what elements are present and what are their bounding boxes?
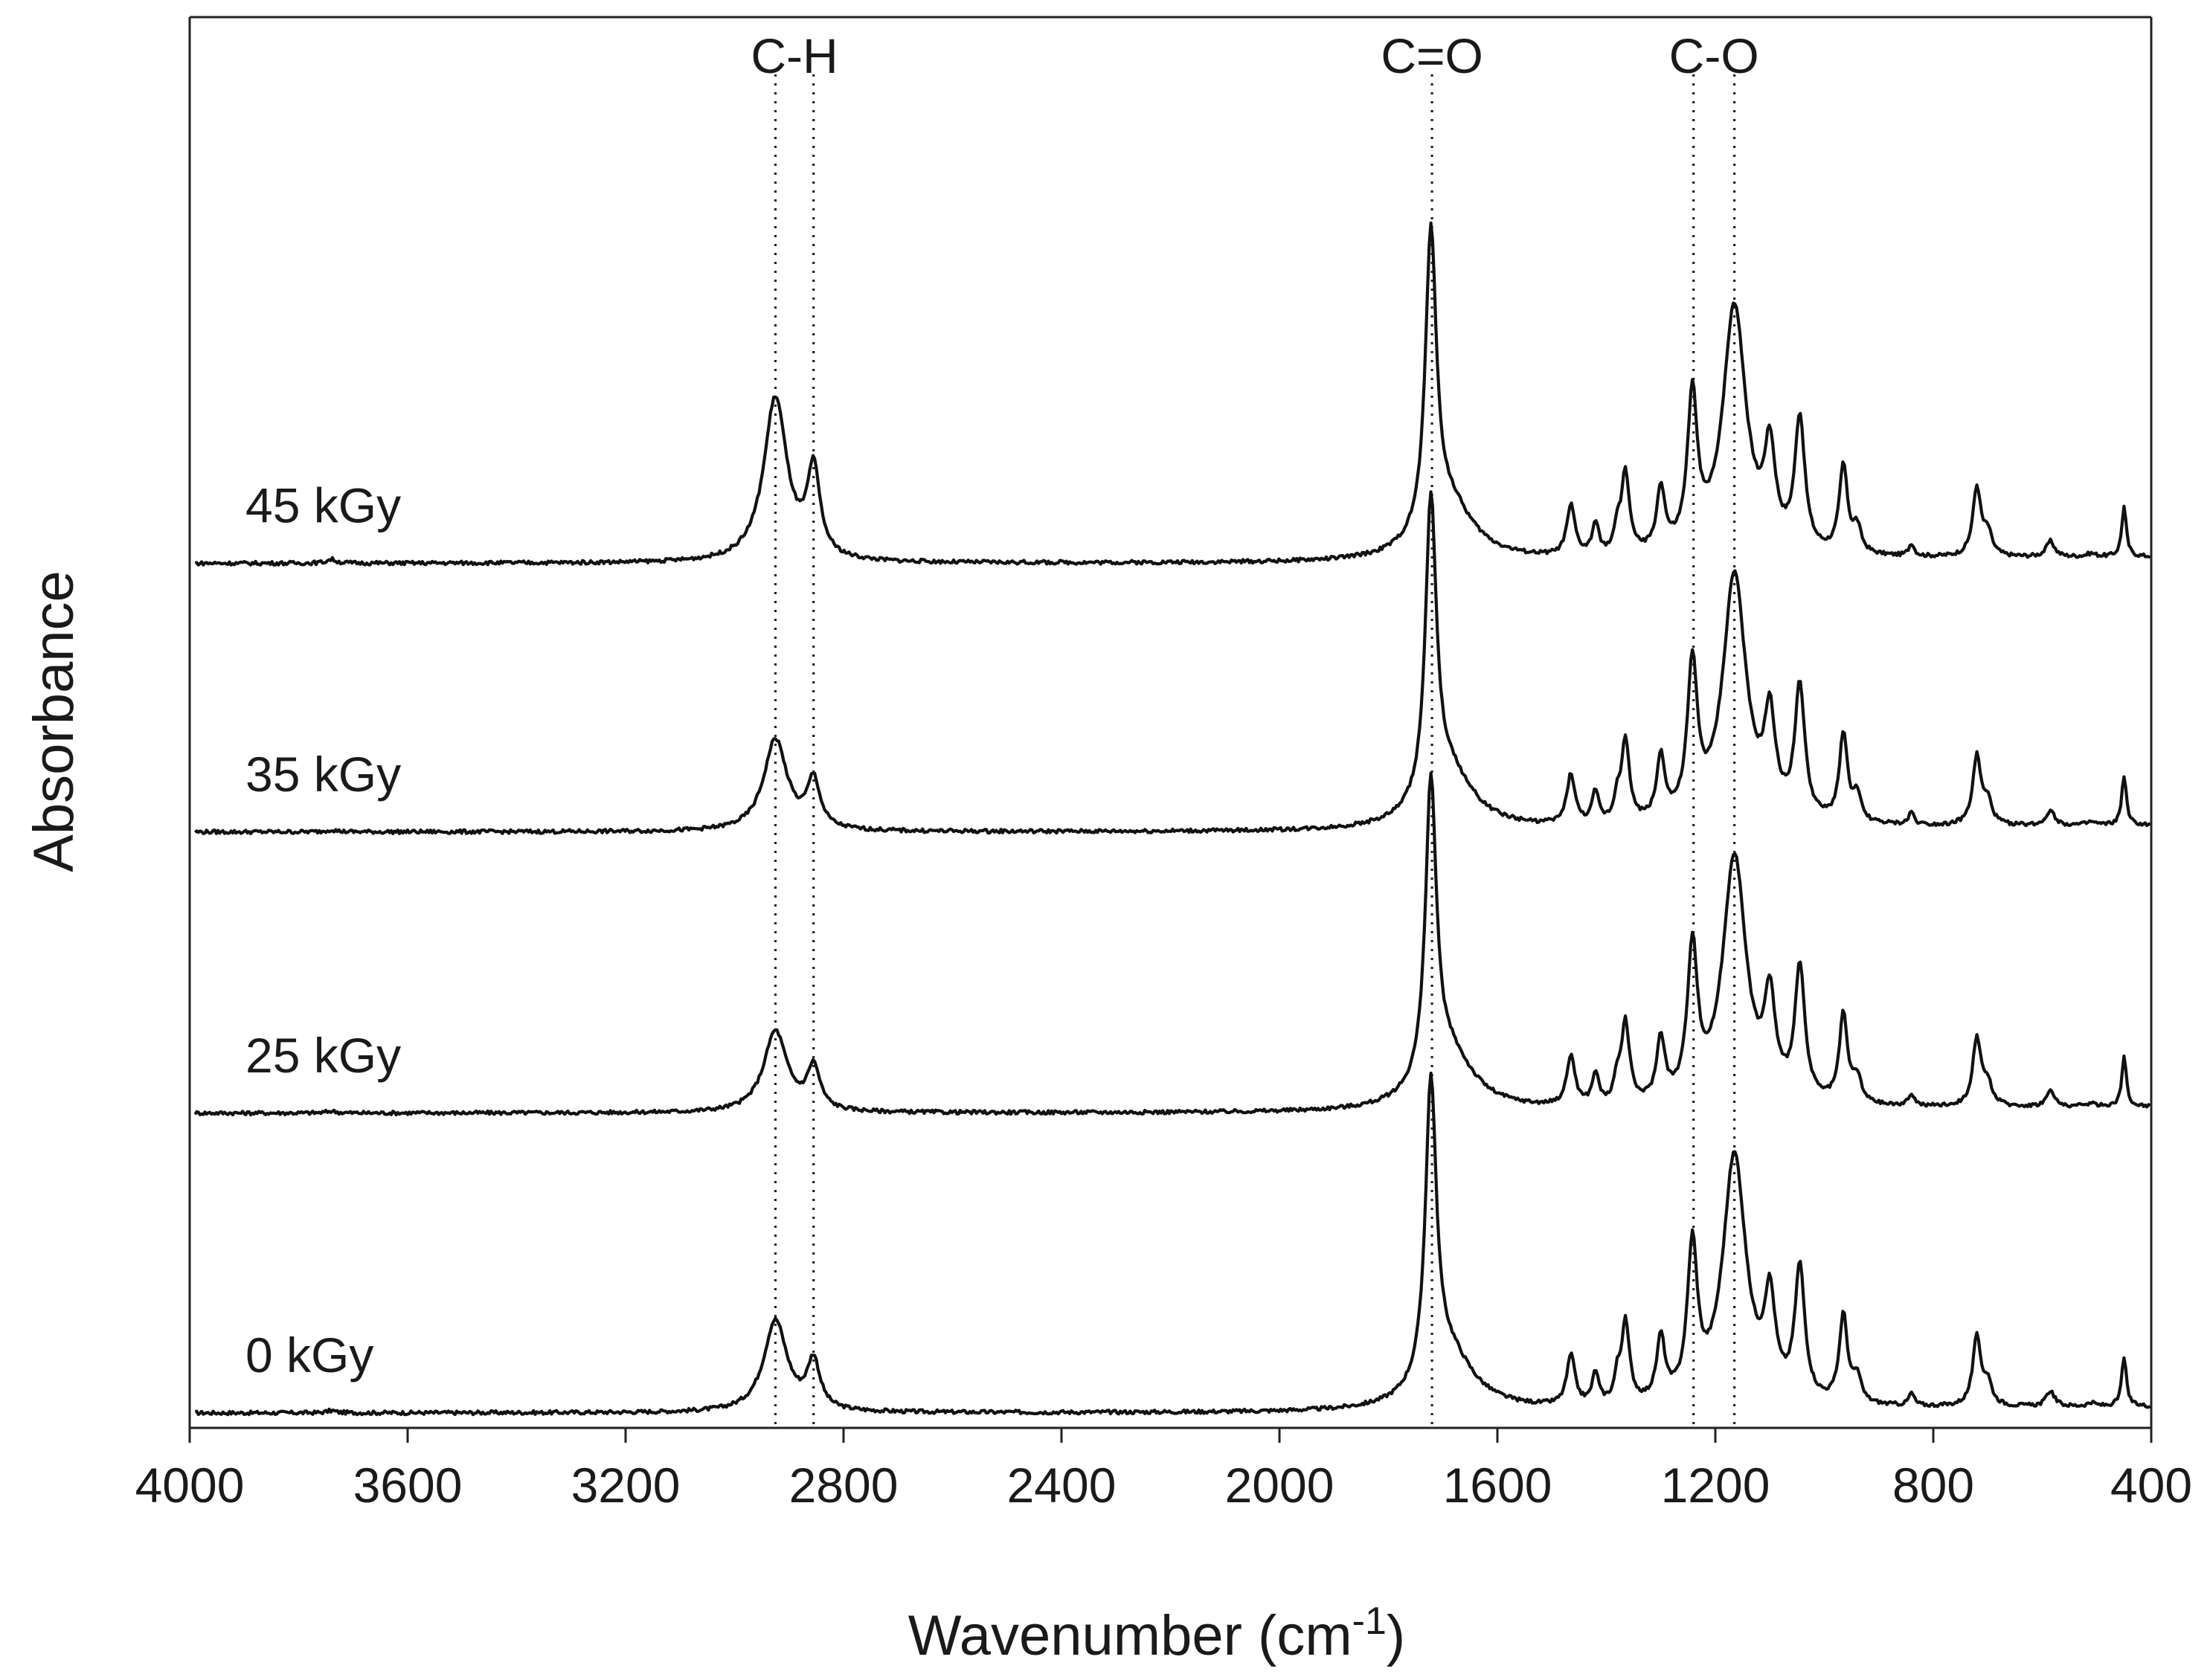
x-axis-ticks: 4000 3600 3200 2800 2400 2000 1600 1200 800 400 bbox=[135, 1428, 2192, 1513]
x-tick-label: 400 bbox=[2110, 1458, 2192, 1513]
x-tick-label: 1600 bbox=[1443, 1458, 1552, 1513]
series-label: 25 kGy bbox=[245, 1028, 401, 1083]
series-line-35-kgy bbox=[193, 490, 2151, 836]
x-tick-label: 3200 bbox=[571, 1458, 681, 1513]
x-tick-label: 3600 bbox=[353, 1458, 463, 1513]
series-label: 0 kGy bbox=[245, 1327, 373, 1383]
series-line-45-kgy bbox=[194, 221, 2151, 567]
x-axis-label-sup: -1 bbox=[1352, 1600, 1387, 1643]
x-tick-label: 800 bbox=[1892, 1458, 1974, 1513]
x-tick-label: 2800 bbox=[789, 1458, 899, 1513]
plot-frame bbox=[188, 16, 2153, 1429]
x-tick-label: 4000 bbox=[135, 1458, 245, 1513]
series-labels: 0 kGy 25 kGy 35 kGy 45 kGy bbox=[245, 478, 401, 1383]
x-tick-label: 1200 bbox=[1661, 1458, 1770, 1513]
x-tick-label: 2400 bbox=[1007, 1458, 1117, 1513]
series-line-0-kgy bbox=[195, 1071, 2151, 1417]
x-axis-label-main: Wavenumber (cm bbox=[908, 1604, 1352, 1667]
x-axis-label-close: ) bbox=[1387, 1604, 1405, 1667]
spectra-series bbox=[193, 221, 2151, 1417]
series-line-25-kgy bbox=[193, 771, 2151, 1117]
x-axis-label: Wavenumber (cm-1) bbox=[908, 1600, 1405, 1667]
peak-markers: C-H C=O C-O bbox=[751, 28, 1759, 1424]
marker-label: C-H bbox=[751, 28, 838, 83]
y-axis-label: Absorbance bbox=[22, 570, 86, 872]
marker-label: C-O bbox=[1669, 28, 1759, 83]
marker-label: C=O bbox=[1381, 28, 1483, 83]
series-label: 35 kGy bbox=[245, 747, 401, 802]
series-label: 45 kGy bbox=[245, 478, 401, 533]
x-tick-label: 2000 bbox=[1225, 1458, 1334, 1513]
